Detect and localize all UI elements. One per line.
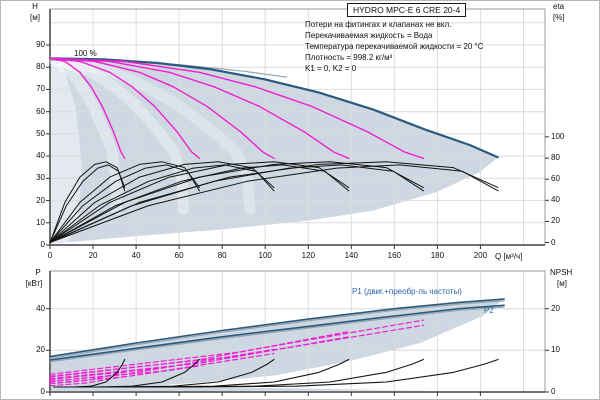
p-speed-1b xyxy=(49,375,126,387)
q-tick-label: 80 xyxy=(217,251,227,260)
p-speed-3a xyxy=(49,348,275,381)
p-axis-label: P xyxy=(35,268,41,277)
speed-100pct-label: 100 % xyxy=(74,49,97,58)
eta-curve-1 xyxy=(49,161,126,243)
q-axis-label: Q [м³/ч] xyxy=(495,252,523,261)
light-left-wedge xyxy=(50,58,83,244)
eta-curve-1b xyxy=(49,164,126,243)
h-tick-label: 0 xyxy=(40,240,45,249)
eta-tick-label: 100 xyxy=(551,131,565,141)
pump-curve-3 xyxy=(49,57,275,159)
info-line-liquid: Перекачиваемая жидкость = Вода xyxy=(305,31,433,40)
eta-tick-label: 60 xyxy=(551,174,560,184)
h-axis-label: H xyxy=(32,2,38,11)
eta-tick-label: 40 xyxy=(551,195,560,205)
npsh-tick-label: 20 xyxy=(551,303,560,313)
p2-curve xyxy=(49,304,505,361)
p2-shadow xyxy=(49,306,505,363)
eta-curve-2b xyxy=(49,164,200,243)
h-tick-label: 20 xyxy=(36,195,45,205)
eta-curve-6b xyxy=(49,164,499,243)
eta-tick-label: 0 xyxy=(551,237,556,247)
p-axis-unit: [кВт] xyxy=(25,279,43,288)
q-tick-label: 200 xyxy=(473,251,488,260)
eta-axis-label: eta xyxy=(553,2,565,11)
info-line-k-factors: K1 = 0, K2 = 0 xyxy=(305,64,357,73)
eta-axis-unit: [%] xyxy=(553,13,565,22)
q-tick-label: 180 xyxy=(430,251,445,260)
info-line-temperature: Температура перекачиваемой жидкости = 20… xyxy=(305,42,484,51)
conditions-info-block: Потери на фитингах и клапанах не вкл. Пе… xyxy=(305,19,484,74)
q-tick-label: 100 xyxy=(258,251,272,260)
p-speed-3b xyxy=(49,352,275,382)
h-tick-label: 40 xyxy=(36,151,45,161)
npsh-axis-label: NPSH xyxy=(550,268,573,277)
info-line-density: Плотность = 998.2 кг/м³ xyxy=(305,53,393,62)
pump-curve-2 xyxy=(49,57,201,159)
h-tick-label: 70 xyxy=(36,84,45,94)
eta-curve-4 xyxy=(49,161,350,243)
p-speed-5a xyxy=(49,319,424,375)
pump-model-title: HYDRO MPC-E 6 CRE 20-4 xyxy=(347,3,467,17)
q-tick-label: 40 xyxy=(131,251,141,260)
pump-curve-1 xyxy=(49,57,126,159)
pump-curve-5 xyxy=(49,57,425,159)
h-tick-label: 60 xyxy=(36,106,45,116)
eta-curve-5 xyxy=(49,161,424,243)
npsh-axis-unit: [м] xyxy=(557,279,567,288)
p-tick-label: 20 xyxy=(36,345,45,355)
info-line-fittings: Потери на фитингах и клапанах не вкл. xyxy=(305,20,452,29)
h-tick-label: 90 xyxy=(36,40,45,49)
q-tick-label: 60 xyxy=(174,251,184,260)
q-tick-label: 120 xyxy=(301,251,315,260)
h-tick-label: 30 xyxy=(36,173,45,183)
pump-curve-4 xyxy=(49,57,350,159)
eta-tick-label: 80 xyxy=(551,153,560,163)
h-tick-label: 10 xyxy=(36,217,45,227)
light-streak-1 xyxy=(48,55,123,215)
p1-shadow xyxy=(49,300,505,359)
eta-curve-6 xyxy=(49,161,499,243)
p-tick-label: 40 xyxy=(36,303,45,313)
envelope-100pct xyxy=(48,57,499,159)
h-tick-label: 80 xyxy=(36,62,45,72)
eta-curve-2 xyxy=(49,161,200,243)
eta-curve-3b xyxy=(49,164,275,243)
q-tick-label: 20 xyxy=(88,251,98,260)
eta-curve-4b xyxy=(49,164,350,243)
p1-curve xyxy=(49,298,505,358)
h-axis-unit: [м] xyxy=(30,13,40,22)
light-streak-2 xyxy=(53,55,189,215)
operating-area xyxy=(50,58,498,244)
q-tick-label: 0 xyxy=(47,251,53,260)
p1-curve-label: P1 (двиг.+преобр-ль частоты) xyxy=(352,287,462,296)
light-streak-3 xyxy=(57,55,256,215)
p-tick-label: 0 xyxy=(40,387,45,396)
q-tick-label: 160 xyxy=(387,251,402,260)
npsh-tick-label: 10 xyxy=(551,345,560,355)
eta-tick-label: 20 xyxy=(551,216,560,226)
p2-curve-label: P2 xyxy=(484,306,494,315)
npsh-curve-6 xyxy=(71,358,499,388)
npsh-tick-label: 0 xyxy=(551,387,556,396)
h-tick-label: 50 xyxy=(36,128,45,138)
p-speed-5b xyxy=(49,324,424,377)
q-tick-label: 140 xyxy=(344,251,358,260)
